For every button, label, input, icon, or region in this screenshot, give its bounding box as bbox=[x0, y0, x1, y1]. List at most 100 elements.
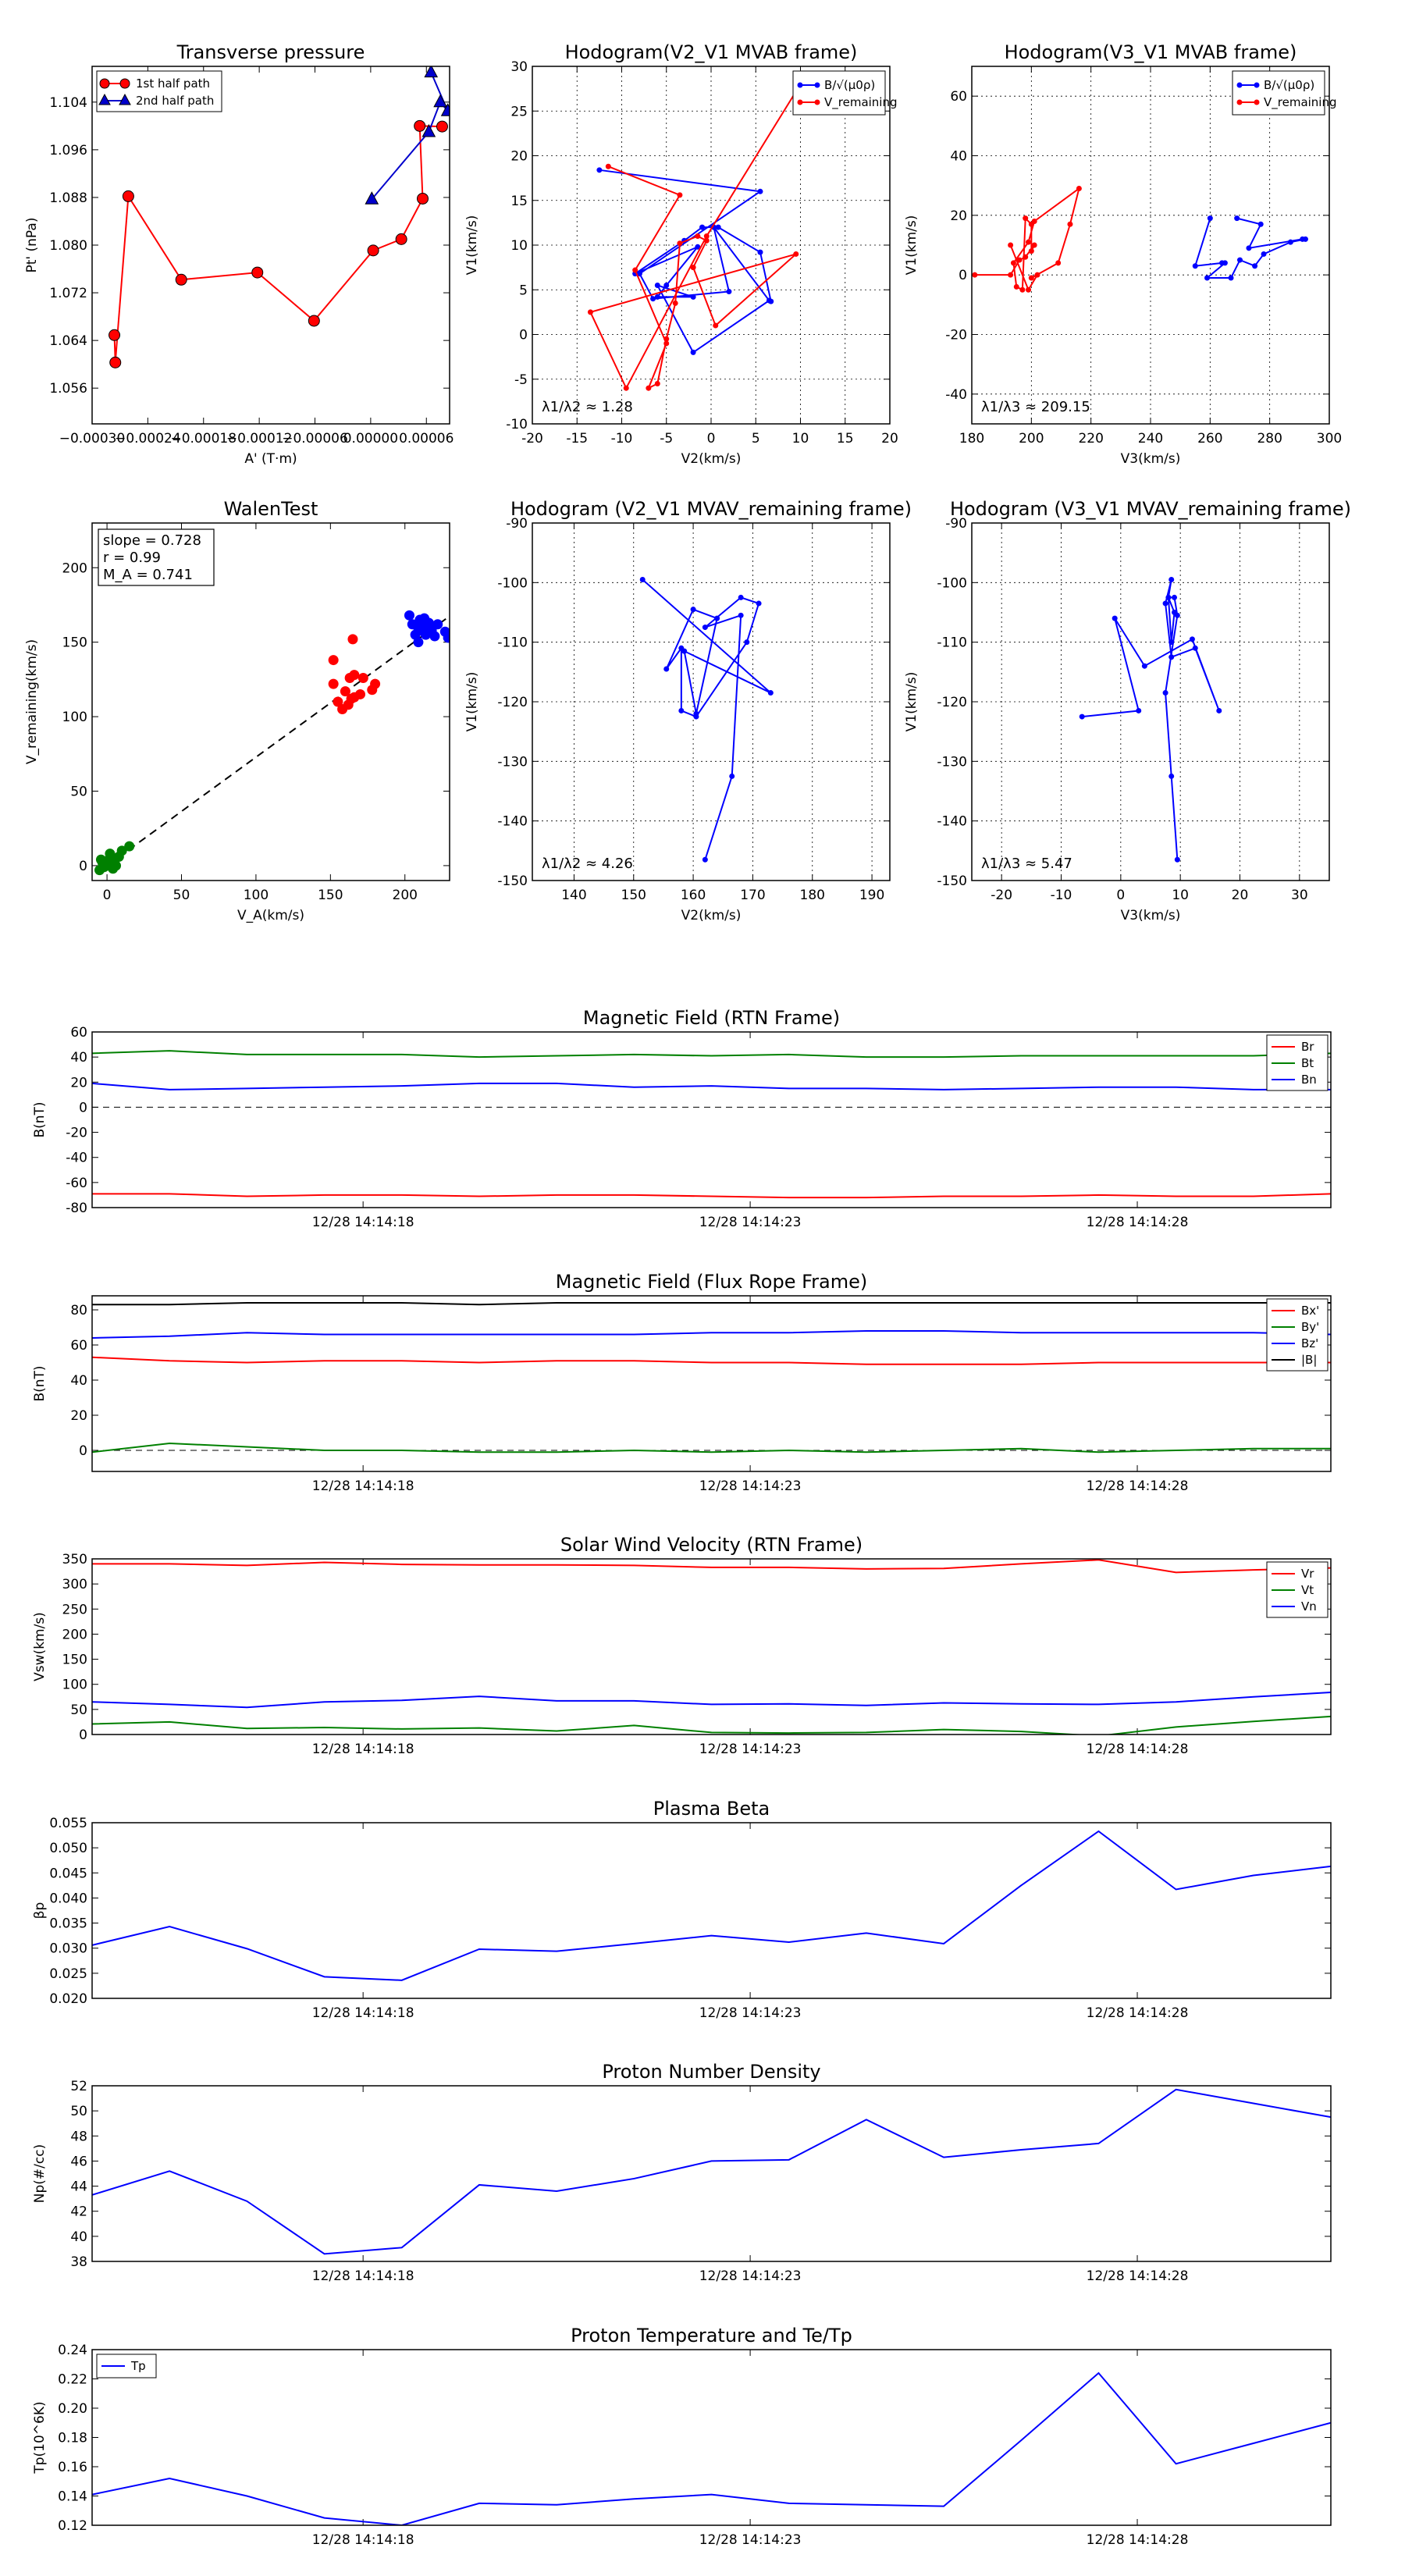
y-tick-label: 150 bbox=[62, 1653, 87, 1668]
y-axis-label: V1(km/s) bbox=[904, 672, 919, 732]
y-tick-label: 200 bbox=[62, 560, 87, 576]
data-point bbox=[703, 233, 710, 240]
x-tick-label: -20 bbox=[521, 431, 543, 447]
plot-area bbox=[972, 185, 1308, 293]
series-line-Vn bbox=[92, 1692, 1331, 1709]
x-axis-label: V3(km/s) bbox=[1121, 908, 1181, 923]
y-tick-label: 40 bbox=[70, 2229, 87, 2245]
series-line-V bbox=[589, 84, 802, 390]
data-point bbox=[726, 289, 732, 295]
data-point bbox=[596, 167, 603, 173]
legend-marker bbox=[99, 78, 110, 89]
series-line-Bn bbox=[92, 1082, 1331, 1091]
y-tick-label: 0 bbox=[79, 859, 87, 874]
y-tick-label: 10 bbox=[510, 238, 528, 254]
plot-area bbox=[1079, 577, 1222, 863]
data-point bbox=[395, 233, 407, 245]
data-point-green bbox=[111, 860, 122, 871]
plot-area bbox=[92, 1830, 1331, 1981]
data-point bbox=[605, 163, 611, 169]
data-point bbox=[793, 251, 799, 257]
data-point bbox=[1079, 713, 1085, 720]
x-tick-label: 180 bbox=[800, 888, 825, 903]
y-tick-label: 150 bbox=[62, 635, 87, 651]
x-axis-label: A' (T·m) bbox=[244, 451, 297, 467]
y-tick-label: -120 bbox=[497, 695, 528, 710]
legend-label: Vt bbox=[1301, 1583, 1314, 1597]
legend-label: Tp bbox=[130, 2359, 146, 2373]
data-point bbox=[1207, 215, 1213, 222]
data-point-green bbox=[95, 854, 106, 865]
plot-area bbox=[92, 2371, 1331, 2525]
legend-marker bbox=[814, 99, 820, 105]
data-point bbox=[744, 639, 750, 646]
x-axis-label: V2(km/s) bbox=[681, 451, 742, 467]
data-point bbox=[654, 294, 660, 300]
y-tick-label: 0.14 bbox=[58, 2489, 87, 2505]
x-tick-label: 30 bbox=[1291, 888, 1308, 903]
legend-label: Vr bbox=[1301, 1567, 1314, 1581]
y-tick-label: 100 bbox=[62, 710, 87, 725]
data-point bbox=[1031, 242, 1037, 248]
data-point bbox=[1008, 272, 1014, 278]
y-tick-label: 48 bbox=[70, 2129, 87, 2144]
chart-title: Transverse pressure bbox=[176, 41, 365, 63]
data-point bbox=[1023, 215, 1029, 222]
data-point bbox=[1162, 600, 1168, 607]
series-line-V bbox=[1082, 579, 1220, 860]
x-tick-label: 200 bbox=[393, 888, 418, 903]
x-tick-label: −0.00018 bbox=[170, 431, 237, 447]
y-tick-label: 300 bbox=[62, 1577, 87, 1592]
y-tick-label: 0 bbox=[959, 268, 967, 283]
x-tick-label: 12/28 14:14:28 bbox=[1087, 1742, 1189, 1757]
data-point bbox=[738, 594, 744, 600]
x-tick-label: −0.00030 bbox=[59, 431, 126, 447]
fit-stat-line: r = 0.99 bbox=[103, 550, 161, 566]
y-tick-label: 0.16 bbox=[58, 2460, 87, 2475]
x-tick-label: 170 bbox=[740, 888, 765, 903]
eigen-ratio-label: λ1/λ2 ≈ 1.28 bbox=[542, 399, 633, 415]
data-point bbox=[632, 267, 638, 273]
data-point bbox=[715, 224, 721, 230]
x-tick-label: 240 bbox=[1138, 431, 1163, 447]
chart-title: Magnetic Field (Flux Rope Frame) bbox=[556, 1271, 867, 1293]
y-tick-label: -130 bbox=[497, 754, 528, 770]
y-tick-label: 44 bbox=[70, 2179, 87, 2195]
plot-area bbox=[587, 81, 803, 391]
series-line-Bx' bbox=[92, 1356, 1331, 1365]
y-tick-label: 1.104 bbox=[49, 95, 87, 111]
data-point-blue bbox=[404, 610, 414, 621]
x-tick-label: 150 bbox=[318, 888, 343, 903]
data-point bbox=[1026, 286, 1032, 293]
data-point-red bbox=[357, 672, 368, 683]
data-point bbox=[1031, 218, 1037, 224]
bfield-chart: 12/28 14:14:18 12/28 14:14:23 12/28 14:14:… bbox=[32, 1007, 1332, 1230]
y-axis-label: V1(km/s) bbox=[904, 215, 919, 276]
axes-frame bbox=[971, 66, 1330, 425]
y-tick-label: 0 bbox=[79, 1443, 87, 1459]
x-tick-label: 180 bbox=[959, 431, 984, 447]
data-point-green bbox=[124, 841, 135, 852]
y-tick-label: 50 bbox=[70, 1703, 87, 1718]
plot-area bbox=[639, 577, 774, 863]
bfr-chart: 12/28 14:14:18 12/28 14:14:23 12/28 14:14:… bbox=[32, 1271, 1332, 1494]
plot-area bbox=[94, 610, 450, 876]
y-tick-label: 0.20 bbox=[58, 2401, 87, 2417]
series-line-B bbox=[599, 169, 772, 354]
x-tick-label: 160 bbox=[681, 888, 706, 903]
eigen-ratio-label: λ1/λ3 ≈ 209.15 bbox=[981, 399, 1090, 415]
data-point bbox=[424, 66, 439, 78]
data-point bbox=[639, 577, 646, 583]
data-point bbox=[1246, 245, 1252, 251]
y-tick-label: 46 bbox=[70, 2154, 87, 2169]
y-tick-label: -90 bbox=[945, 516, 967, 532]
chart-title: Magnetic Field (RTN Frame) bbox=[583, 1007, 840, 1029]
data-point bbox=[1028, 275, 1034, 281]
x-tick-label: 10 bbox=[792, 431, 809, 447]
data-point bbox=[436, 120, 448, 133]
data-point-blue bbox=[429, 631, 440, 642]
x-tick-label: 140 bbox=[561, 888, 586, 903]
legend-label: Bn bbox=[1301, 1073, 1317, 1087]
data-point bbox=[1234, 215, 1240, 222]
y-tick-label: 0.18 bbox=[58, 2431, 87, 2446]
